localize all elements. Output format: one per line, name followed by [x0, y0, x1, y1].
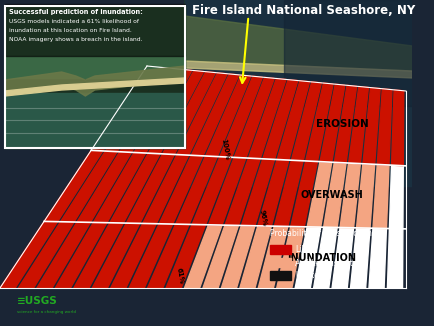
Text: INUNDATION: INUNDATION — [286, 253, 355, 263]
Polygon shape — [350, 228, 369, 288]
Text: As likely as not: As likely as not — [294, 259, 352, 268]
Bar — [270, 271, 290, 280]
Polygon shape — [372, 164, 388, 229]
Polygon shape — [148, 70, 203, 154]
Polygon shape — [192, 157, 231, 225]
Text: Probability of coastal change: Probability of coastal change — [270, 229, 381, 238]
Polygon shape — [219, 76, 262, 157]
Text: 96%: 96% — [258, 209, 267, 227]
Polygon shape — [37, 222, 90, 288]
Polygon shape — [388, 165, 402, 229]
Polygon shape — [110, 153, 160, 223]
Text: USGS models indicated a 61% likelihood of: USGS models indicated a 61% likelihood o… — [9, 19, 138, 24]
Polygon shape — [184, 16, 411, 71]
Bar — [5, 4, 184, 56]
Bar — [5, 6, 184, 148]
Polygon shape — [391, 90, 403, 166]
Polygon shape — [166, 225, 205, 288]
Polygon shape — [191, 74, 238, 156]
Text: OVERWASH: OVERWASH — [299, 190, 362, 200]
Polygon shape — [77, 152, 131, 222]
Polygon shape — [55, 222, 107, 288]
Text: 61%: 61% — [176, 267, 184, 285]
Polygon shape — [224, 158, 260, 226]
Polygon shape — [387, 229, 402, 288]
Polygon shape — [18, 222, 74, 288]
Polygon shape — [257, 159, 288, 226]
Text: NOAA imagery shows a breach in the island.: NOAA imagery shows a breach in the islan… — [9, 37, 142, 42]
Polygon shape — [134, 69, 191, 153]
Polygon shape — [331, 228, 353, 288]
Polygon shape — [348, 86, 368, 164]
Polygon shape — [205, 75, 250, 156]
Polygon shape — [258, 226, 287, 288]
Polygon shape — [334, 85, 356, 163]
Polygon shape — [339, 163, 359, 228]
Polygon shape — [0, 221, 57, 288]
Text: Unlikely: Unlikely — [294, 272, 325, 280]
Polygon shape — [159, 155, 203, 224]
Polygon shape — [184, 0, 411, 186]
Text: 100%: 100% — [220, 138, 230, 160]
Polygon shape — [175, 156, 217, 224]
Polygon shape — [162, 72, 215, 155]
Polygon shape — [129, 224, 172, 288]
Text: Likely: Likely — [294, 245, 316, 255]
Polygon shape — [233, 77, 274, 158]
Text: science for a changing world: science for a changing world — [17, 310, 76, 314]
Polygon shape — [208, 157, 245, 225]
Polygon shape — [306, 162, 331, 227]
Bar — [5, 93, 184, 148]
Bar — [5, 6, 184, 78]
Polygon shape — [44, 150, 102, 222]
Polygon shape — [5, 66, 184, 96]
Polygon shape — [142, 155, 188, 224]
Polygon shape — [119, 68, 180, 152]
Text: EROSION: EROSION — [316, 119, 368, 129]
Polygon shape — [313, 227, 336, 288]
Polygon shape — [5, 78, 184, 96]
Polygon shape — [291, 82, 321, 161]
Text: Fire Island National Seashore, NY: Fire Island National Seashore, NY — [191, 4, 414, 17]
Bar — [184, 0, 411, 186]
Polygon shape — [126, 154, 174, 223]
Polygon shape — [356, 164, 374, 228]
Polygon shape — [362, 88, 379, 164]
Polygon shape — [184, 225, 221, 288]
Polygon shape — [93, 153, 145, 223]
Polygon shape — [248, 79, 286, 159]
Polygon shape — [368, 228, 385, 288]
Polygon shape — [376, 89, 391, 165]
Text: ≡USGS: ≡USGS — [17, 296, 58, 306]
Polygon shape — [241, 159, 274, 226]
Polygon shape — [319, 84, 344, 162]
Bar — [270, 245, 290, 254]
Polygon shape — [239, 226, 271, 288]
Polygon shape — [323, 162, 345, 228]
Polygon shape — [184, 61, 411, 78]
Polygon shape — [276, 81, 309, 160]
Polygon shape — [262, 80, 297, 159]
Polygon shape — [91, 66, 156, 151]
Text: Successful prediction of inundation:: Successful prediction of inundation: — [9, 9, 142, 15]
Polygon shape — [203, 225, 238, 288]
Text: inundation at this location on Fire Island.: inundation at this location on Fire Isla… — [9, 28, 131, 33]
Polygon shape — [274, 160, 302, 227]
Bar — [270, 258, 290, 267]
Polygon shape — [105, 67, 168, 152]
Polygon shape — [92, 223, 139, 288]
Polygon shape — [110, 223, 156, 288]
Bar — [284, 0, 411, 106]
Polygon shape — [221, 226, 254, 288]
Polygon shape — [295, 227, 320, 288]
Polygon shape — [147, 224, 189, 288]
Polygon shape — [74, 223, 123, 288]
Polygon shape — [290, 161, 317, 227]
Polygon shape — [177, 73, 227, 155]
Polygon shape — [276, 227, 303, 288]
Polygon shape — [60, 151, 117, 222]
Bar — [5, 6, 184, 148]
Polygon shape — [305, 83, 332, 161]
